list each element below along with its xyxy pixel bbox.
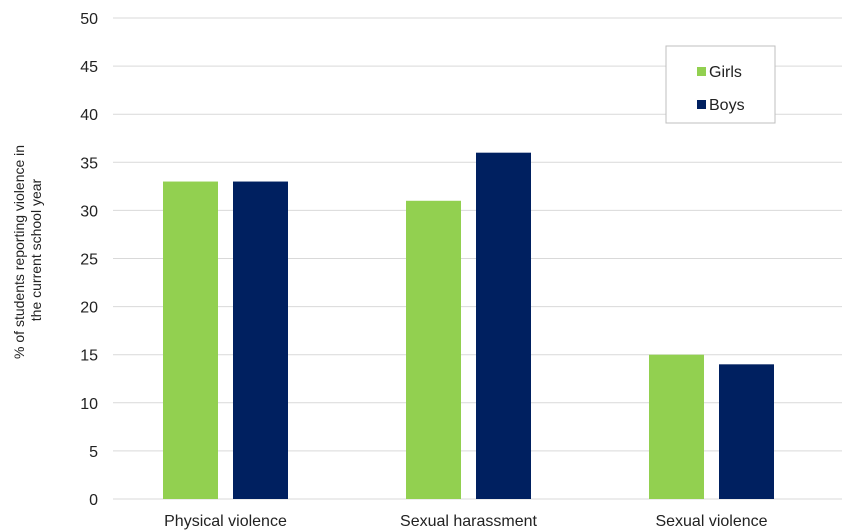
bar-boys-0 [233, 181, 288, 500]
y-tick-label: 45 [80, 59, 98, 76]
y-tick-label: 25 [80, 252, 98, 269]
bar-boys-1 [476, 152, 531, 499]
legend-swatch-boys [697, 100, 706, 109]
x-category-label: Sexual violence [655, 513, 767, 530]
y-tick-label: 5 [89, 444, 98, 461]
y-axis-label-line-2: the current school year [28, 178, 44, 321]
y-tick-label: 40 [80, 107, 98, 124]
y-tick-label: 35 [80, 155, 98, 172]
legend-label-boys: Boys [709, 97, 745, 114]
y-axis-ticks: 0 5 10 15 20 25 30 35 40 45 50 [80, 11, 98, 509]
y-tick-label: 30 [80, 203, 98, 220]
y-tick-label: 20 [80, 300, 98, 317]
y-axis-label: % of students reporting violence in the … [11, 141, 44, 359]
bar-boys-2 [719, 364, 774, 499]
x-category-label: Sexual harassment [400, 513, 538, 530]
y-tick-label: 15 [80, 348, 98, 365]
legend-label-girls: Girls [709, 64, 742, 81]
y-tick-label: 10 [80, 396, 98, 413]
legend: Girls Boys [665, 45, 776, 124]
y-tick-label: 0 [89, 492, 98, 509]
x-category-label: Physical violence [164, 513, 287, 530]
y-axis-label-line-1: % of students reporting violence in [11, 145, 27, 359]
legend-swatch-girls [697, 67, 706, 76]
bar-girls-1 [406, 200, 461, 499]
bar-girls-2 [649, 354, 704, 499]
x-axis-categories: Physical violence Sexual harassment Sexual… [164, 513, 768, 530]
y-tick-label: 50 [80, 11, 98, 28]
bars [163, 152, 774, 500]
legend-box [665, 45, 776, 124]
bar-girls-0 [163, 181, 218, 500]
